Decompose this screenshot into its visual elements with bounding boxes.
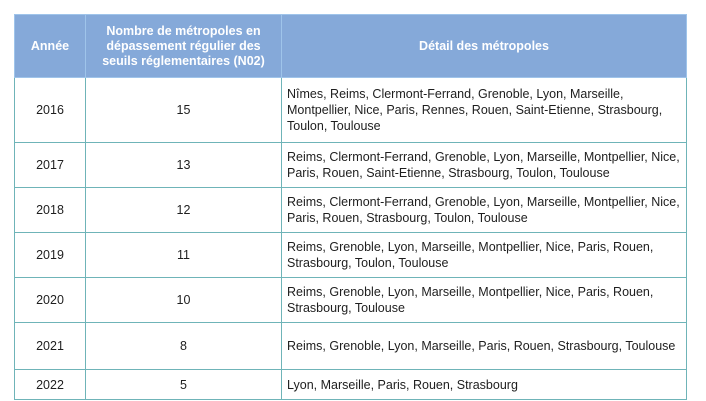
cell-year: 2019 xyxy=(14,232,86,278)
metropoles-table: Année Nombre de métropoles en dépassemen… xyxy=(14,14,687,400)
table-row: 2022 5 Lyon, Marseille, Paris, Rouen, St… xyxy=(14,369,687,400)
cell-year: 2016 xyxy=(14,77,86,143)
header-count: Nombre de métropoles en dépassement régu… xyxy=(85,14,282,78)
table-row: 2018 12 Reims, Clermont-Ferrand, Grenobl… xyxy=(14,187,687,233)
cell-detail: Reims, Clermont-Ferrand, Grenoble, Lyon,… xyxy=(281,142,687,188)
header-row: Année Nombre de métropoles en dépassemen… xyxy=(14,14,687,78)
header-year: Année xyxy=(14,14,86,78)
cell-count: 11 xyxy=(85,232,282,278)
cell-count: 12 xyxy=(85,187,282,233)
cell-count: 5 xyxy=(85,369,282,400)
table-header: Année Nombre de métropoles en dépassemen… xyxy=(14,14,687,78)
table-row: 2020 10 Reims, Grenoble, Lyon, Marseille… xyxy=(14,277,687,323)
cell-detail: Reims, Grenoble, Lyon, Marseille, Montpe… xyxy=(281,232,687,278)
table-row: 2021 8 Reims, Grenoble, Lyon, Marseille,… xyxy=(14,322,687,370)
header-detail: Détail des métropoles xyxy=(281,14,687,78)
cell-detail: Reims, Grenoble, Lyon, Marseille, Paris,… xyxy=(281,322,687,370)
table-body: 2016 15 Nîmes, Reims, Clermont-Ferrand, … xyxy=(14,77,687,400)
cell-count: 15 xyxy=(85,77,282,143)
cell-year: 2022 xyxy=(14,369,86,400)
cell-detail: Reims, Grenoble, Lyon, Marseille, Montpe… xyxy=(281,277,687,323)
cell-detail: Nîmes, Reims, Clermont-Ferrand, Grenoble… xyxy=(281,77,687,143)
cell-year: 2021 xyxy=(14,322,86,370)
cell-count: 10 xyxy=(85,277,282,323)
cell-year: 2018 xyxy=(14,187,86,233)
cell-year: 2020 xyxy=(14,277,86,323)
table-row: 2016 15 Nîmes, Reims, Clermont-Ferrand, … xyxy=(14,77,687,143)
cell-count: 8 xyxy=(85,322,282,370)
cell-detail: Lyon, Marseille, Paris, Rouen, Strasbour… xyxy=(281,369,687,400)
cell-detail: Reims, Clermont-Ferrand, Grenoble, Lyon,… xyxy=(281,187,687,233)
cell-count: 13 xyxy=(85,142,282,188)
table-row: 2017 13 Reims, Clermont-Ferrand, Grenobl… xyxy=(14,142,687,188)
cell-year: 2017 xyxy=(14,142,86,188)
table-row: 2019 11 Reims, Grenoble, Lyon, Marseille… xyxy=(14,232,687,278)
